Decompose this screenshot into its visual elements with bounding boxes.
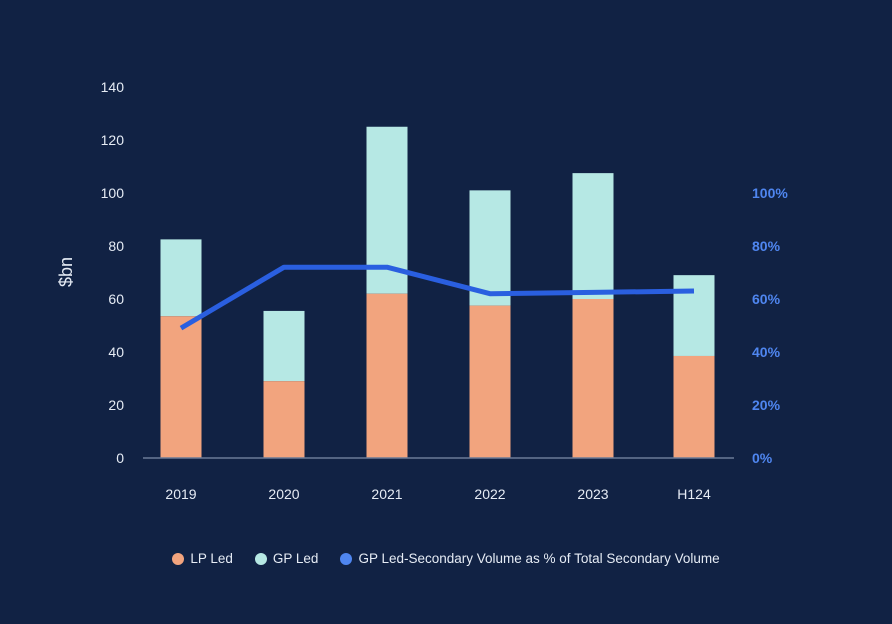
y-tick-label: 60 <box>108 291 124 307</box>
y-tick-label: 80 <box>108 238 124 254</box>
bar-gp-led <box>673 275 715 356</box>
x-tick-label: H124 <box>677 486 711 502</box>
y-tick-label: 140 <box>101 79 125 95</box>
y2-tick-label: 60% <box>752 291 781 307</box>
x-tick-label: 2022 <box>474 486 505 502</box>
x-tick-label: 2020 <box>268 486 299 502</box>
legend-swatch-gp-led-share <box>340 552 353 565</box>
bar-gp-led <box>160 239 202 317</box>
legend-item-lp-led: LP Led <box>172 551 233 566</box>
bar-lp-led <box>263 381 305 458</box>
legend-label-gp-led: GP Led <box>272 551 319 566</box>
legend: LP Led GP Led GP Led-Secondary Volume as… <box>0 551 892 566</box>
bar-lp-led <box>673 355 715 458</box>
legend-item-gp-led: GP Led <box>254 551 319 566</box>
y-tick-label: 40 <box>108 344 124 360</box>
bar-gp-led <box>469 190 511 306</box>
bar-lp-led <box>366 293 408 458</box>
y-tick-label: 0 <box>116 450 124 466</box>
y-tick-label: 20 <box>108 397 124 413</box>
y-tick-label: 120 <box>101 132 125 148</box>
y-tick-label: 100 <box>101 185 125 201</box>
bar-gp-led <box>263 310 305 382</box>
x-tick-label: 2023 <box>577 486 608 502</box>
y2-tick-label: 80% <box>752 238 781 254</box>
bar-lp-led <box>572 299 614 458</box>
bar-lp-led <box>469 305 511 458</box>
legend-item-gp-led-share: GP Led-Secondary Volume as % of Total Se… <box>340 551 720 566</box>
bar-gp-led <box>572 173 614 299</box>
line-gp-led-share <box>179 264 695 331</box>
x-tick-label: 2019 <box>165 486 196 502</box>
legend-swatch-gp-led <box>254 552 267 565</box>
y2-tick-label: 0% <box>752 450 773 466</box>
legend-label-gp-led-share: GP Led-Secondary Volume as % of Total Se… <box>358 551 720 566</box>
x-tick-label: 2021 <box>371 486 402 502</box>
y2-tick-label: 100% <box>752 185 788 201</box>
y2-tick-label: 40% <box>752 344 781 360</box>
bar-lp-led <box>160 316 202 458</box>
y2-tick-label: 20% <box>752 397 781 413</box>
legend-swatch-lp-led <box>172 552 185 565</box>
legend-label-lp-led: LP Led <box>190 551 233 566</box>
y-axis-label: $bn <box>56 257 76 287</box>
